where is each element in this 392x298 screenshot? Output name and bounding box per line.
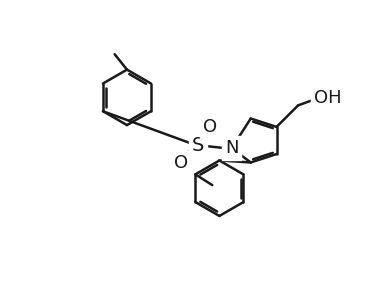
Text: OH: OH [314, 89, 341, 107]
Text: O: O [174, 154, 188, 172]
Text: S: S [192, 136, 204, 155]
Text: O: O [203, 118, 217, 136]
Text: N: N [225, 139, 238, 157]
